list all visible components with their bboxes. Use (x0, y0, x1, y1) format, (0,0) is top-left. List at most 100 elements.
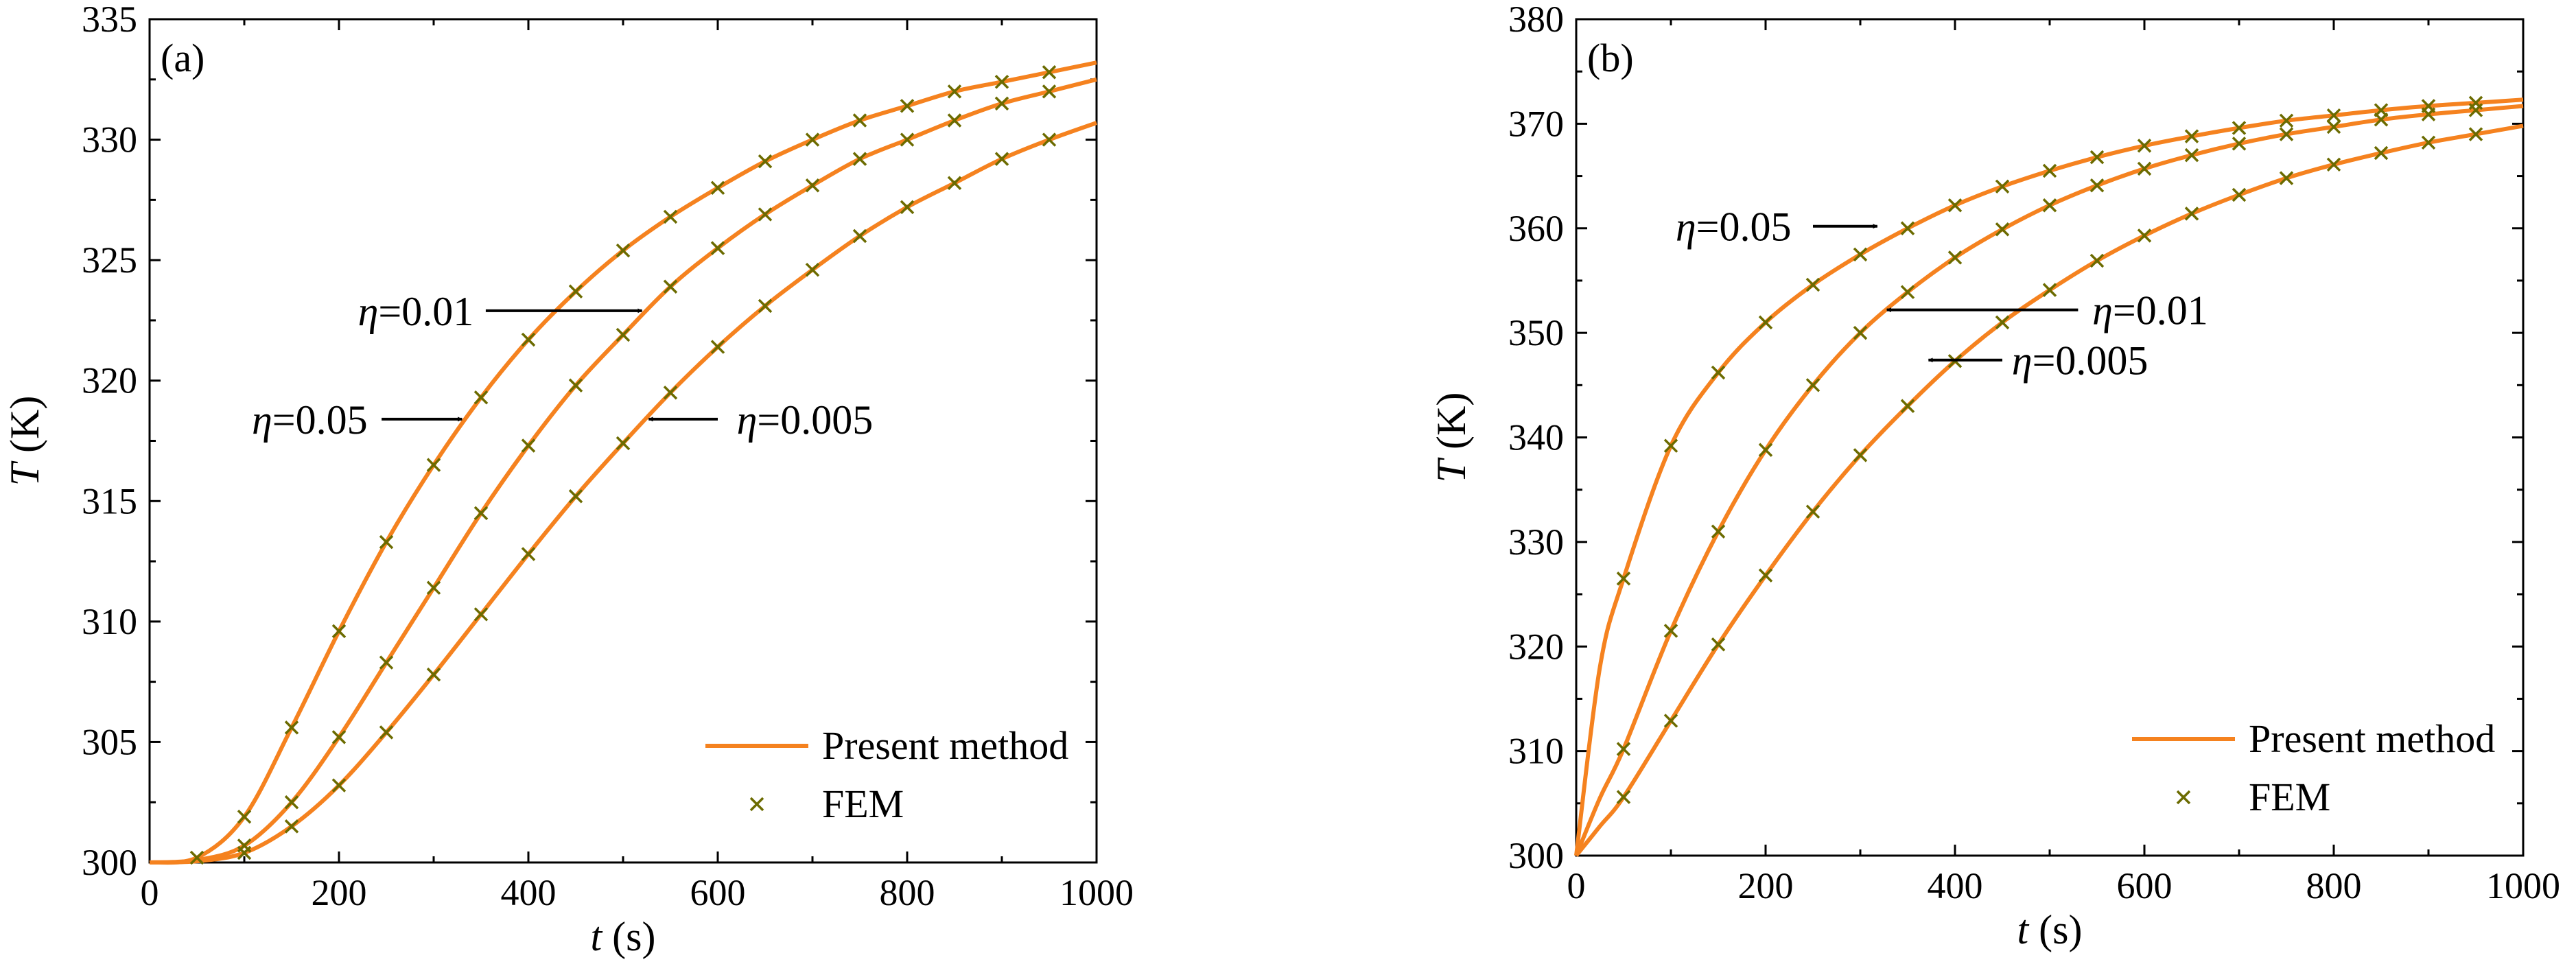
y-tick-label: 330 (1508, 521, 1564, 563)
fem-marker (2137, 228, 2152, 243)
fem-marker (852, 228, 867, 244)
y-tick-label: 315 (82, 480, 137, 521)
fem-marker (1758, 568, 1773, 583)
fem-marker (237, 845, 252, 860)
y-axis-label-var: T (1429, 457, 1474, 482)
fem-marker (758, 207, 773, 222)
y-tick-label: 305 (82, 721, 137, 762)
legend: Present method FEM (705, 723, 1068, 826)
annotation-label: η=0.05 (252, 397, 368, 443)
panel-label: (a) (161, 36, 204, 80)
legend: Present method FEM (2132, 716, 2495, 819)
x-axis-label-var: t (591, 914, 603, 959)
fem-marker (1042, 132, 1057, 147)
fem-marker (616, 243, 631, 258)
x-tick-label: 400 (501, 872, 557, 913)
fem-marker (1663, 714, 1678, 728)
legend-line-label: Present method (2249, 716, 2495, 761)
fem-marker (2042, 198, 2057, 213)
annotation-eta: η (1676, 204, 1696, 250)
x-tick-label: 1000 (1059, 872, 1134, 913)
fem-marker (994, 96, 1009, 111)
fem-marker (1042, 84, 1057, 99)
fem-marker (663, 209, 678, 224)
fem-marker (568, 284, 583, 299)
fem-marker (284, 819, 299, 834)
y-tick-label: 310 (1508, 731, 1564, 772)
fem-marker (473, 607, 489, 622)
fem-marker (2421, 135, 2436, 150)
fem-marker (237, 810, 252, 824)
fem-marker (331, 778, 347, 792)
fem-marker (521, 547, 536, 561)
fem-marker (2326, 157, 2341, 172)
series-annotation: η=0.05 (1676, 204, 1878, 250)
fem-marker (331, 730, 347, 744)
legend-marker-label: FEM (822, 782, 904, 826)
annotation-value: =0.05 (272, 397, 368, 443)
fem-marker (426, 580, 441, 595)
fem-marker (521, 438, 536, 453)
x-axis-label: t (s) (591, 914, 656, 959)
panel-label: (b) (1587, 36, 1634, 80)
fem-marker (2042, 283, 2057, 297)
annotation-eta: η (358, 289, 379, 334)
x-axis-label-unit: (s) (2028, 907, 2082, 952)
fem-marker (2184, 148, 2199, 163)
y-tick-label: 380 (1508, 0, 1564, 40)
fem-marker (1042, 65, 1057, 80)
fem-marker (1995, 315, 2010, 330)
fem-marker (1853, 247, 1868, 262)
fem-marker (568, 489, 583, 504)
series-annotation: η=0.005 (648, 397, 873, 443)
fem-marker (189, 850, 204, 865)
fem-marker (1616, 571, 1631, 586)
y-tick-label: 350 (1508, 312, 1564, 353)
fem-marker (379, 725, 394, 740)
fem-marker (284, 720, 299, 735)
x-tick-label: 600 (2117, 865, 2173, 906)
fem-marker (758, 154, 773, 169)
y-tick-label: 325 (82, 239, 137, 281)
y-tick-label: 320 (82, 360, 137, 401)
fem-marker (473, 390, 489, 405)
fem-marker (1805, 277, 1820, 292)
fem-marker (1758, 443, 1773, 458)
fem-marker (852, 113, 867, 128)
x-tick-label: 0 (1567, 865, 1586, 906)
fem-marker (805, 178, 820, 193)
fem-marker (1616, 790, 1631, 804)
fem-marker (616, 436, 631, 451)
legend-marker-label: FEM (2249, 775, 2330, 819)
fem-marker (1995, 222, 2010, 237)
annotation-label: η=0.005 (2012, 338, 2148, 384)
y-tick-label: 360 (1508, 208, 1564, 249)
fem-marker (379, 655, 394, 670)
x-axis-label-unit: (s) (602, 914, 655, 959)
fem-marker (1663, 624, 1678, 638)
fem-marker (2184, 207, 2199, 221)
annotation-eta: η (252, 397, 272, 443)
x-tick-label: 800 (880, 872, 935, 913)
fem-marker (710, 180, 725, 196)
fem-marker (1663, 438, 1678, 453)
fem-marker (2468, 127, 2483, 141)
fem-marker (1995, 179, 2010, 194)
annotation-eta: η (737, 397, 758, 443)
fem-marker (2232, 137, 2247, 151)
fem-marker (947, 113, 962, 128)
fem-marker (2374, 145, 2389, 161)
fem-marker (2089, 150, 2105, 165)
y-tick-label: 300 (82, 842, 137, 883)
x-tick-label: 0 (141, 872, 159, 913)
x-tick-label: 400 (1928, 865, 1983, 906)
fem-marker (426, 667, 441, 682)
fem-marker (900, 200, 915, 215)
fem-marker (2137, 139, 2152, 153)
fem-marker (1947, 250, 1963, 265)
y-axis-label-unit: (K) (1429, 392, 1474, 460)
fem-marker (1853, 448, 1868, 462)
fem-marker (1900, 285, 1915, 299)
fem-marker (1711, 637, 1726, 652)
y-tick-label: 300 (1508, 835, 1564, 876)
